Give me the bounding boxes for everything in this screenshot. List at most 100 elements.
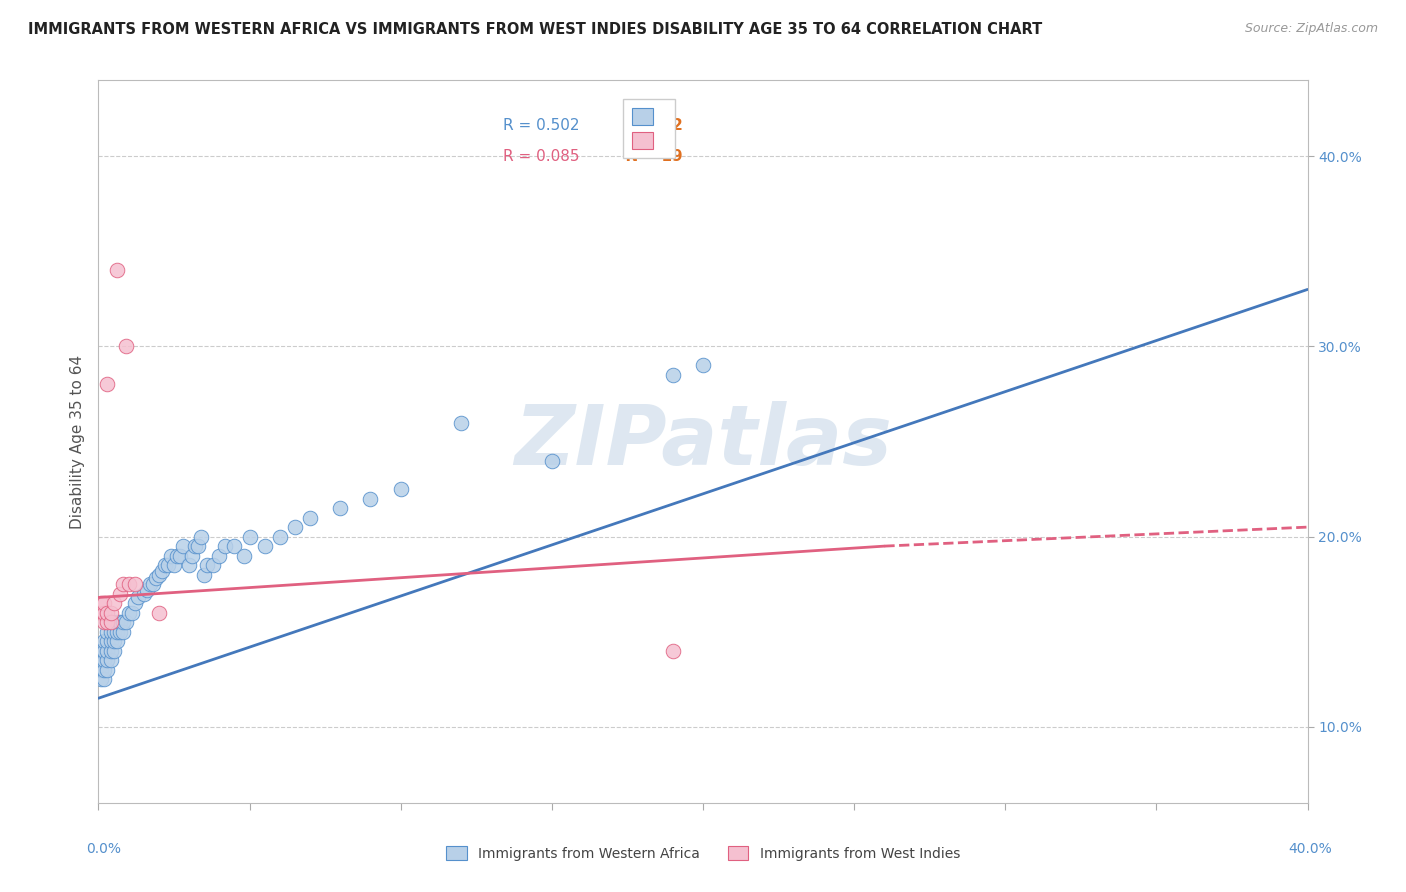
Point — [100, 606, 122, 620]
Point — [145, 571, 167, 585]
Point — [96, 663, 118, 677]
Text: N = 19: N = 19 — [614, 149, 682, 163]
Point — [172, 539, 194, 553]
Point — [103, 634, 125, 648]
Point — [90, 606, 112, 620]
Point — [163, 558, 186, 573]
Point — [100, 615, 122, 630]
Point — [190, 530, 212, 544]
Text: R = 0.085: R = 0.085 — [503, 149, 581, 163]
Point — [108, 615, 131, 630]
Text: 40.0%: 40.0% — [1288, 842, 1331, 856]
Point — [108, 624, 131, 639]
Point — [100, 624, 122, 639]
Point — [360, 491, 382, 506]
Point — [93, 634, 115, 648]
Point — [184, 539, 207, 553]
Text: 0.0%: 0.0% — [86, 842, 121, 856]
Text: IMMIGRANTS FROM WESTERN AFRICA VS IMMIGRANTS FROM WEST INDIES DISABILITY AGE 35 : IMMIGRANTS FROM WESTERN AFRICA VS IMMIGR… — [28, 22, 1042, 37]
Point — [96, 615, 118, 630]
Point — [111, 577, 134, 591]
Point — [93, 653, 115, 667]
Point — [153, 558, 176, 573]
Point — [96, 606, 118, 620]
Point — [193, 567, 215, 582]
Point — [148, 567, 170, 582]
Point — [90, 643, 112, 657]
Point — [118, 606, 141, 620]
Point — [96, 634, 118, 648]
Point — [389, 482, 412, 496]
Point — [96, 377, 118, 392]
Point — [239, 530, 262, 544]
Point — [118, 577, 141, 591]
Text: Source: ZipAtlas.com: Source: ZipAtlas.com — [1244, 22, 1378, 36]
Point — [166, 549, 188, 563]
Point — [111, 624, 134, 639]
Point — [111, 615, 134, 630]
Point — [96, 653, 118, 667]
Text: ZIPatlas: ZIPatlas — [515, 401, 891, 482]
Text: N = 72: N = 72 — [614, 118, 682, 133]
Point — [150, 564, 173, 578]
Point — [160, 549, 183, 563]
Point — [661, 643, 683, 657]
Point — [269, 530, 291, 544]
Point — [108, 587, 131, 601]
Point — [114, 339, 136, 353]
Point — [169, 549, 191, 563]
Point — [284, 520, 307, 534]
Point — [139, 577, 162, 591]
Point — [105, 634, 128, 648]
Point — [90, 663, 112, 677]
Point — [96, 624, 118, 639]
Point — [93, 596, 115, 610]
Point — [661, 368, 683, 382]
Point — [93, 615, 115, 630]
Point — [103, 643, 125, 657]
Point — [299, 510, 322, 524]
Point — [96, 643, 118, 657]
Point — [232, 549, 254, 563]
Y-axis label: Disability Age 35 to 64: Disability Age 35 to 64 — [69, 354, 84, 529]
Text: R = 0.502: R = 0.502 — [503, 118, 581, 133]
Point — [93, 663, 115, 677]
Point — [103, 596, 125, 610]
Point — [202, 558, 225, 573]
Point — [179, 558, 201, 573]
Point — [114, 615, 136, 630]
Point — [253, 539, 276, 553]
Point — [329, 501, 352, 516]
Point — [127, 591, 149, 605]
Point — [100, 643, 122, 657]
Point — [90, 672, 112, 686]
Point — [195, 558, 218, 573]
Point — [142, 577, 165, 591]
Point — [187, 539, 209, 553]
Point — [90, 596, 112, 610]
Point — [156, 558, 179, 573]
Point — [100, 615, 122, 630]
Point — [93, 672, 115, 686]
Point — [124, 577, 146, 591]
Point — [93, 606, 115, 620]
Point — [103, 624, 125, 639]
Point — [121, 606, 143, 620]
Point — [148, 606, 170, 620]
Point — [124, 596, 146, 610]
Point — [224, 539, 246, 553]
Point — [450, 416, 472, 430]
Point — [181, 549, 204, 563]
Point — [208, 549, 231, 563]
Point — [135, 582, 157, 597]
Point — [105, 615, 128, 630]
Point — [540, 453, 562, 467]
Point — [692, 359, 714, 373]
Point — [214, 539, 236, 553]
Legend: Immigrants from Western Africa, Immigrants from West Indies: Immigrants from Western Africa, Immigran… — [446, 847, 960, 861]
Point — [93, 643, 115, 657]
Point — [132, 587, 155, 601]
Point — [105, 263, 128, 277]
Point — [100, 653, 122, 667]
Point — [100, 634, 122, 648]
